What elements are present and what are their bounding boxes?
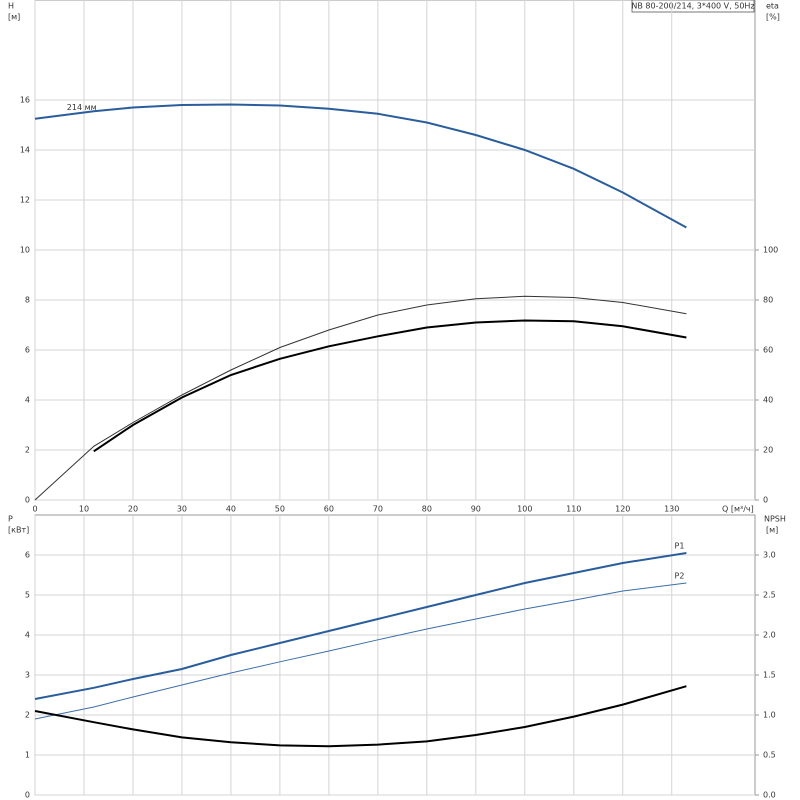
y-tick-label: 0 [25,791,30,800]
y-tick-label: 5 [25,591,30,600]
title-box [631,0,755,13]
y-tick-label: 2 [25,711,30,720]
y2-tick-label: 0 [763,496,768,505]
series-line [93,319,687,453]
chart-title: NB 80-200/214, 3*400 V, 50Hz [631,2,754,11]
y2-tick-label: 60 [763,346,773,355]
series-line [34,582,687,720]
y2-axis-label: NPSH [764,515,786,524]
y-tick-label: 4 [25,631,30,640]
y-tick-label: 6 [25,551,30,560]
series-line [34,295,687,501]
y2-tick-label: 80 [763,296,773,305]
y-tick-label: 6 [25,346,30,355]
x-tick-label: 50 [275,505,285,514]
x-tick-label: 20 [128,505,138,514]
y2-tick-label: 100 [763,246,778,255]
x-tick-label: 120 [615,505,630,514]
y2-tick-label: 3.0 [763,551,776,560]
y2-tick-label: 40 [763,396,773,405]
y-tick-label: 12 [20,196,30,205]
x-tick-label: 110 [566,505,581,514]
plot-frame [34,514,756,796]
y2-tick-label: 20 [763,446,773,455]
y2-tick-label: 0.5 [763,751,776,760]
x-axis-label: Q [м³/ч] [722,505,754,514]
y-tick-label: 10 [20,246,30,255]
x-tick-label: 30 [177,505,187,514]
y-tick-label: 0 [25,496,30,505]
y-tick-label: 8 [25,296,30,305]
x-tick-label: 70 [373,505,383,514]
y-tick-label: 14 [20,146,30,155]
y-tick-label: 16 [20,96,30,105]
x-tick-label: 40 [226,505,236,514]
x-tick-label: 90 [471,505,481,514]
y-axis-label: H [8,2,14,11]
y2-tick-label: 1.5 [763,671,776,680]
y2-axis-unit: [%] [766,13,780,22]
y2-tick-label: 0.0 [763,791,776,800]
x-tick-label: 0 [32,505,37,514]
x-tick-label: 60 [324,505,334,514]
y2-tick-label: 2.5 [763,591,776,600]
x-tick-label: 10 [79,505,89,514]
y2-axis-unit: [м] [766,526,778,535]
series-label: 214 мм [67,103,97,112]
y-tick-label: 1 [25,751,30,760]
x-tick-label: 130 [664,505,679,514]
y-axis-unit: [кВт] [8,526,29,535]
x-tick-label: 80 [422,505,432,514]
series-label: P2 [675,572,685,581]
y-tick-label: 4 [25,396,30,405]
y2-tick-label: 1.0 [763,711,776,720]
y-tick-label: 2 [25,446,30,455]
y-axis-label: P [8,515,13,524]
series-label: P1 [675,542,685,551]
x-tick-label: 100 [517,505,532,514]
series-line [34,685,687,748]
y-tick-label: 3 [25,671,30,680]
y-axis-unit: [м] [8,13,20,22]
y2-tick-label: 2.0 [763,631,776,640]
series-line [34,552,687,700]
y2-axis-label: eta [766,2,779,11]
series-line [34,103,687,229]
